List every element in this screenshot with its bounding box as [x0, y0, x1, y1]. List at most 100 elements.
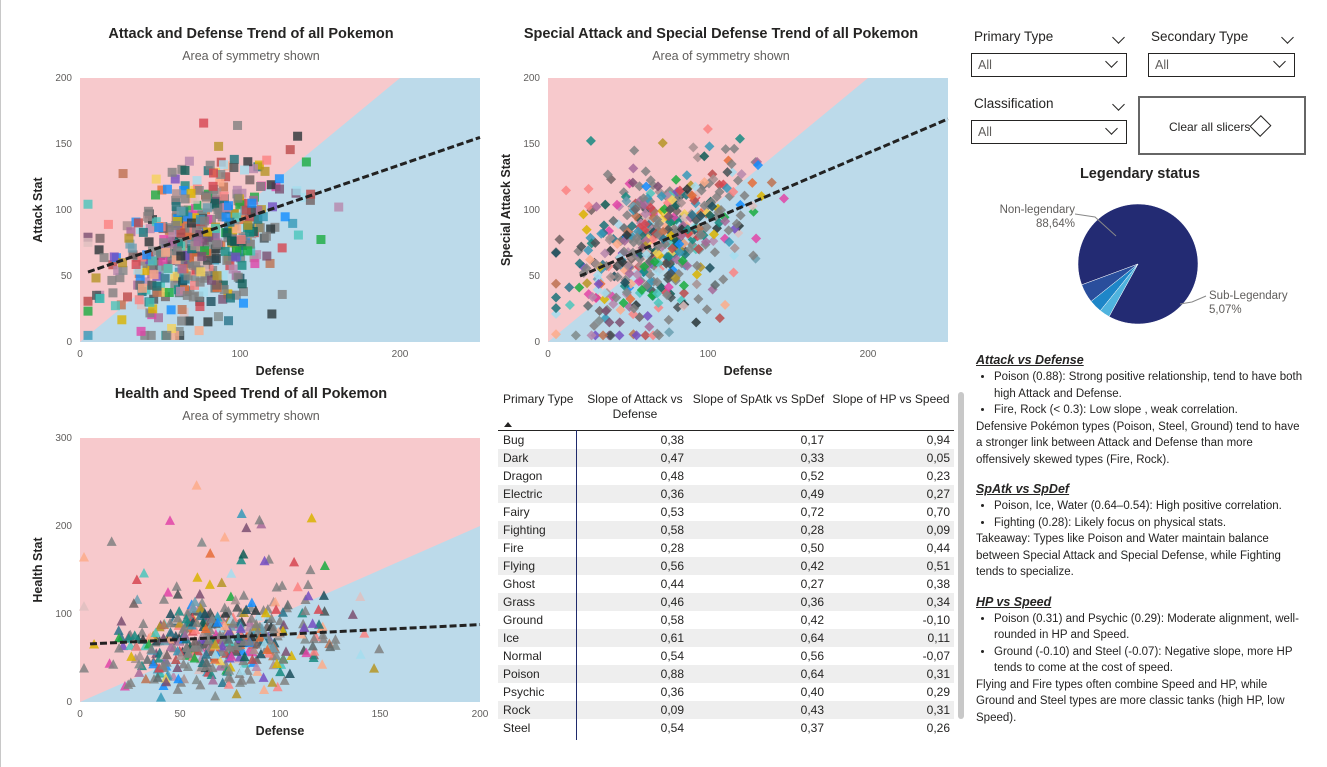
data-point[interactable] [116, 300, 126, 310]
data-point[interactable] [253, 611, 264, 621]
data-point[interactable] [621, 229, 632, 240]
data-point[interactable] [108, 288, 118, 298]
data-point[interactable] [636, 285, 647, 296]
data-point[interactable] [718, 274, 729, 285]
primary-type-dropdown[interactable]: All [971, 53, 1127, 77]
data-point[interactable] [585, 135, 596, 146]
data-point[interactable] [747, 177, 758, 188]
data-point[interactable] [611, 199, 622, 210]
data-point[interactable] [191, 617, 202, 628]
data-point[interactable] [574, 282, 585, 293]
data-point[interactable] [608, 215, 619, 226]
data-point[interactable] [246, 205, 256, 215]
data-point[interactable] [688, 142, 699, 153]
data-point[interactable] [252, 638, 263, 649]
data-point[interactable] [208, 181, 218, 191]
data-point[interactable] [191, 674, 202, 685]
data-point[interactable] [176, 206, 186, 216]
table-row[interactable]: Fire 0,28 0,50 0,44 [498, 539, 954, 557]
data-point[interactable] [180, 181, 190, 191]
data-point[interactable] [656, 191, 667, 202]
data-point[interactable] [195, 679, 206, 690]
data-point[interactable] [301, 157, 311, 167]
data-point[interactable] [79, 663, 89, 673]
chevron-down-icon[interactable] [1112, 31, 1125, 44]
data-point[interactable] [83, 296, 93, 306]
data-point[interactable] [306, 512, 317, 523]
data-point[interactable] [170, 271, 180, 281]
data-point[interactable] [113, 266, 123, 276]
data-point[interactable] [699, 151, 710, 162]
data-point[interactable] [604, 317, 615, 328]
data-point[interactable] [330, 634, 341, 644]
data-point[interactable] [212, 617, 223, 627]
data-point[interactable] [334, 202, 344, 212]
data-point[interactable] [222, 255, 232, 265]
data-point[interactable] [620, 277, 631, 288]
data-point[interactable] [248, 644, 259, 655]
table-row[interactable]: Dragon 0,48 0,52 0,23 [498, 467, 954, 485]
data-point[interactable] [145, 224, 155, 234]
data-point[interactable] [174, 618, 185, 628]
data-point[interactable] [164, 288, 174, 298]
data-point[interactable] [593, 279, 604, 290]
data-point[interactable] [251, 661, 262, 671]
data-point[interactable] [241, 205, 251, 215]
data-point[interactable] [140, 266, 150, 276]
data-point[interactable] [176, 228, 186, 238]
data-point[interactable] [183, 648, 194, 659]
data-point[interactable] [747, 200, 758, 211]
data-point[interactable] [247, 198, 257, 208]
data-point[interactable] [739, 190, 750, 201]
data-point[interactable] [674, 239, 685, 250]
data-point[interactable] [235, 200, 245, 210]
data-point[interactable] [170, 654, 181, 665]
data-point[interactable] [605, 232, 616, 243]
data-point[interactable] [278, 619, 289, 630]
data-point[interactable] [687, 209, 698, 220]
data-point[interactable] [254, 160, 264, 170]
data-point[interactable] [126, 651, 137, 661]
data-point[interactable] [165, 255, 175, 265]
data-point[interactable] [284, 668, 295, 678]
data-point[interactable] [664, 204, 675, 215]
data-point[interactable] [230, 640, 241, 651]
data-point[interactable] [124, 233, 134, 243]
data-point[interactable] [209, 654, 220, 664]
data-point[interactable] [216, 169, 226, 179]
data-point[interactable] [236, 665, 247, 676]
data-point[interactable] [196, 537, 207, 547]
data-point[interactable] [177, 264, 187, 274]
data-point[interactable] [262, 644, 273, 654]
data-point[interactable] [624, 268, 635, 279]
data-point[interactable] [160, 273, 170, 283]
data-point[interactable] [191, 480, 202, 490]
data-point[interactable] [278, 654, 289, 664]
data-point[interactable] [596, 228, 607, 239]
data-point[interactable] [252, 666, 263, 676]
data-point[interactable] [614, 317, 625, 328]
data-point[interactable] [299, 192, 309, 202]
data-point[interactable] [664, 327, 675, 338]
data-point[interactable] [271, 650, 282, 661]
data-point[interactable] [691, 269, 702, 280]
data-point[interactable] [303, 579, 314, 589]
data-point[interactable] [195, 302, 205, 312]
data-point[interactable] [583, 245, 594, 256]
data-point[interactable] [247, 654, 258, 664]
data-point[interactable] [628, 303, 639, 314]
data-point[interactable] [210, 231, 220, 241]
data-point[interactable] [114, 642, 125, 653]
data-point[interactable] [199, 608, 210, 618]
data-point[interactable] [211, 240, 221, 250]
data-point[interactable] [633, 276, 644, 287]
data-point[interactable] [748, 250, 759, 261]
data-point[interactable] [197, 251, 207, 261]
data-point[interactable] [266, 613, 277, 623]
data-point[interactable] [640, 219, 651, 230]
data-point[interactable] [641, 280, 652, 291]
data-point[interactable] [646, 276, 657, 287]
chevron-down-icon[interactable] [1112, 98, 1125, 111]
data-point[interactable] [677, 255, 688, 266]
data-point[interactable] [206, 669, 217, 680]
